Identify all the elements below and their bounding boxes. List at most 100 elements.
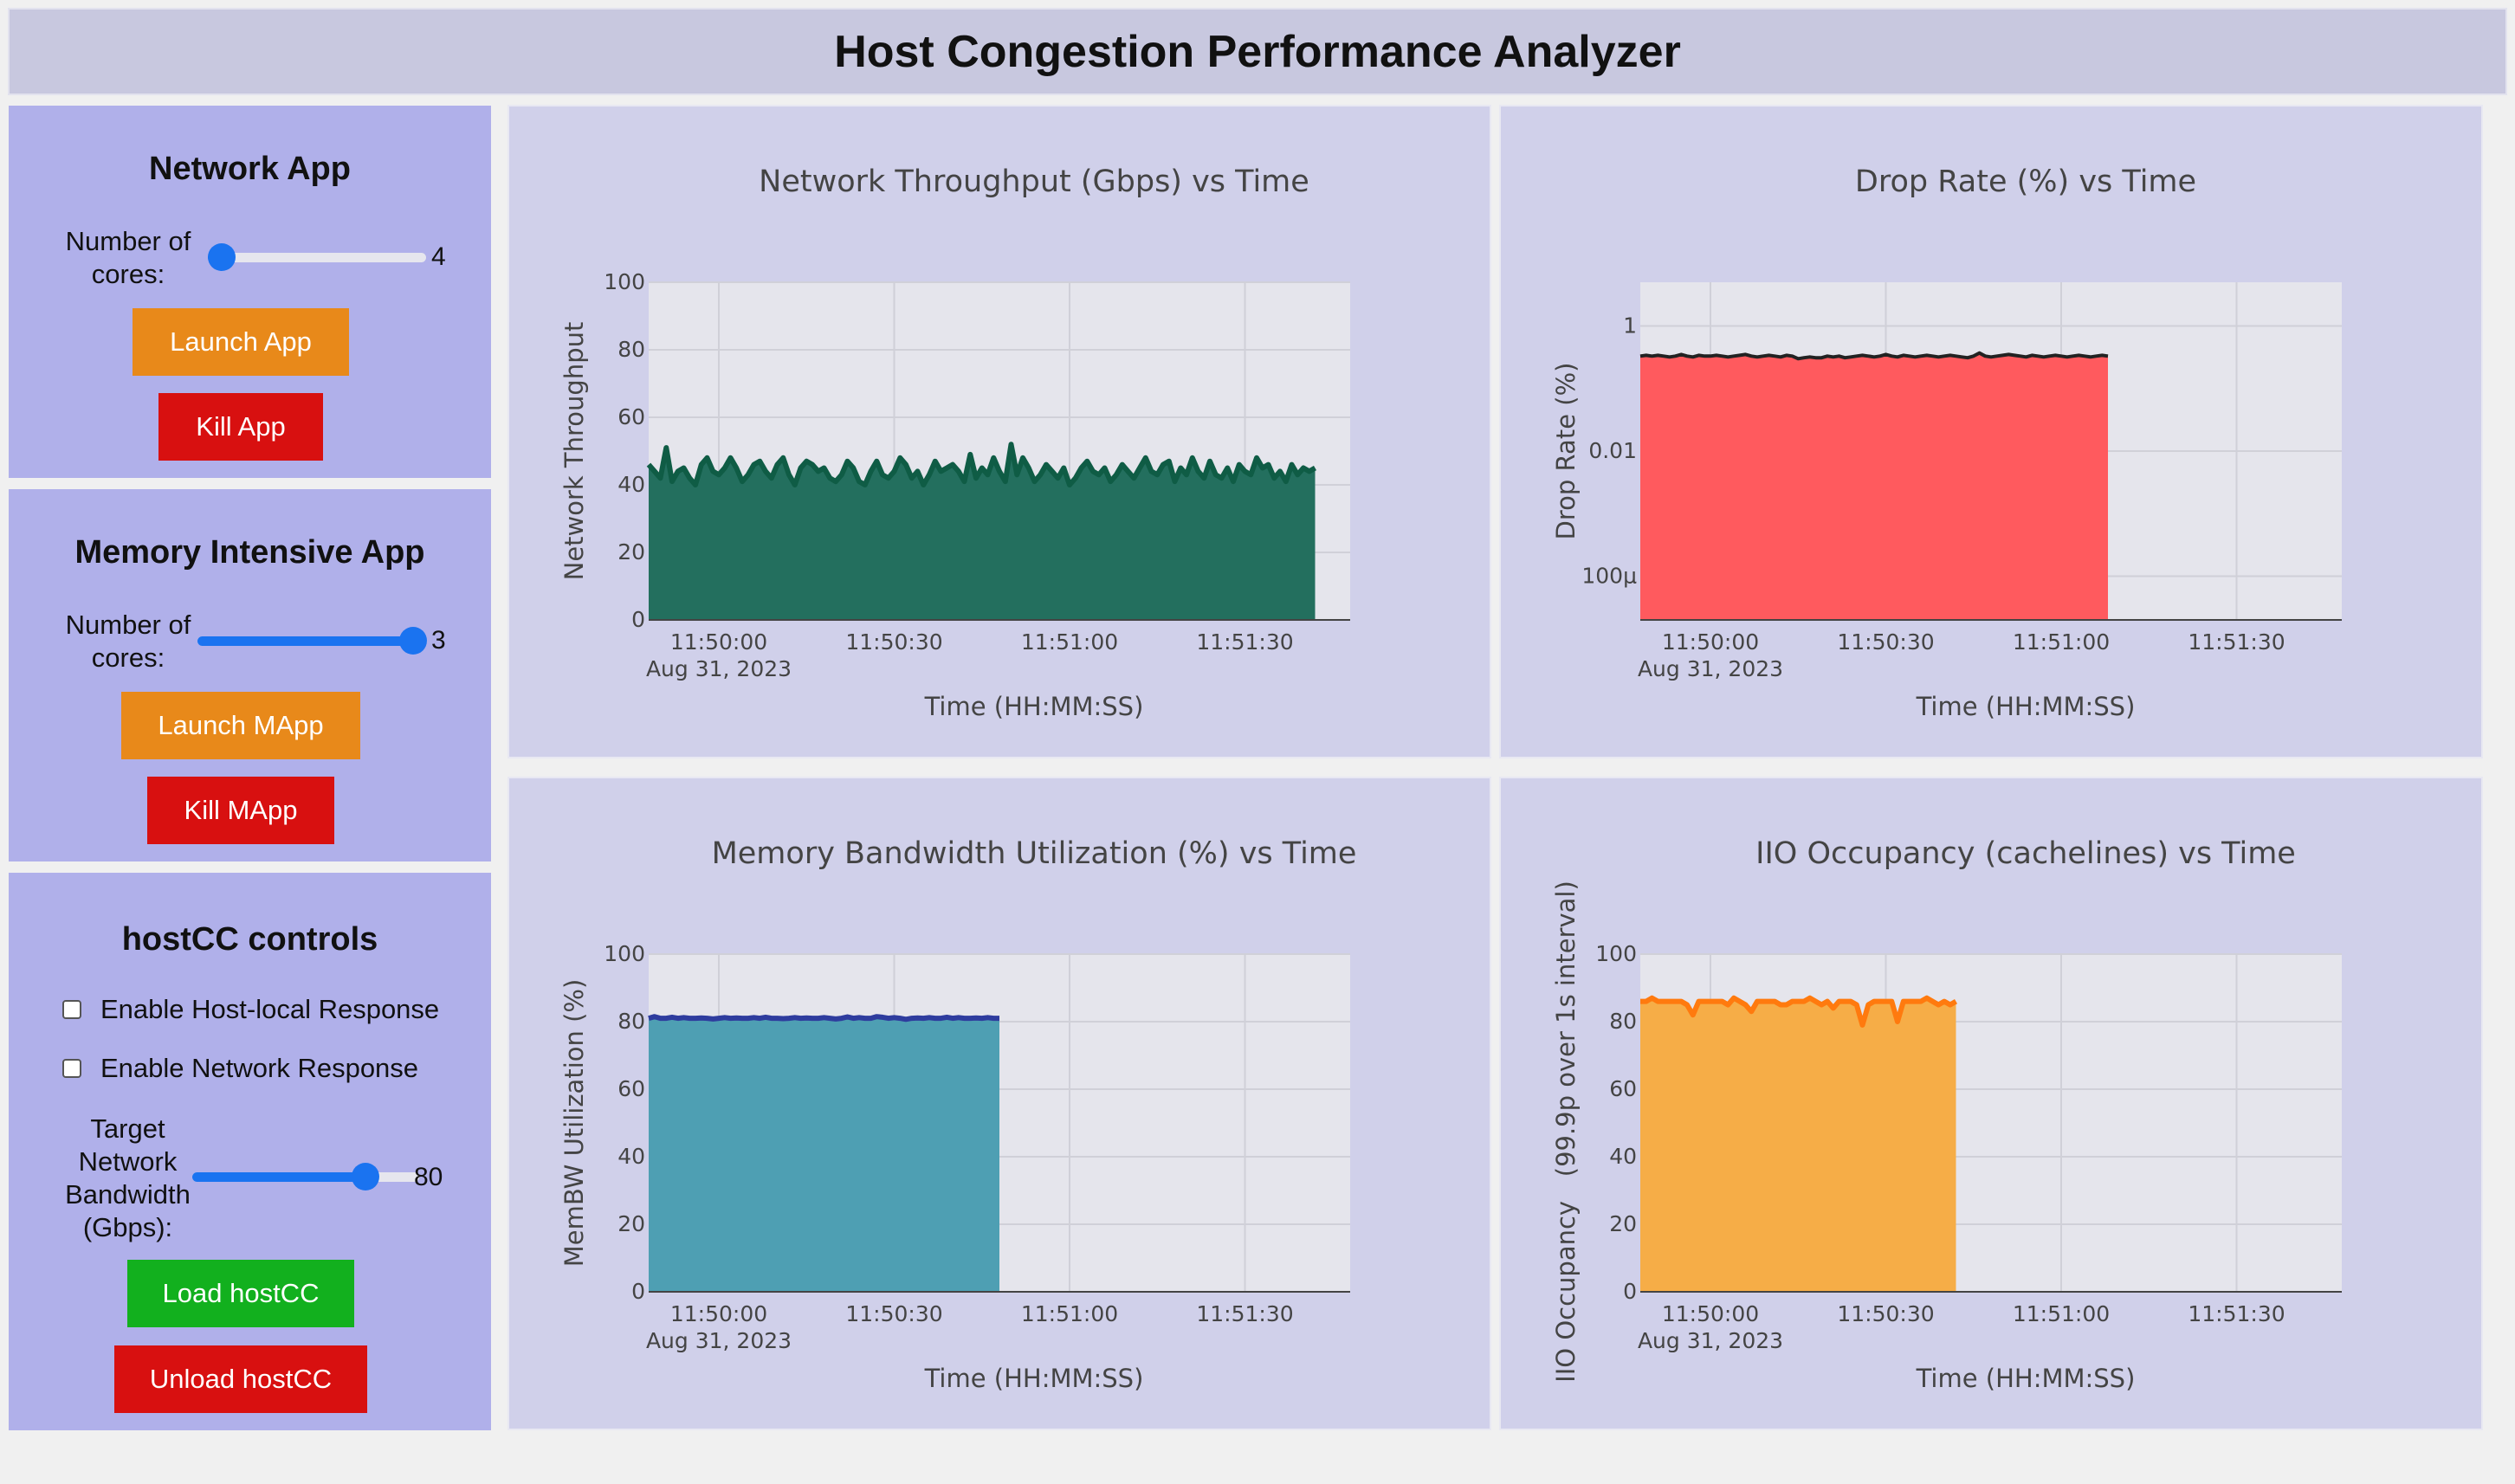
host-local-response-checkbox[interactable] [62,1000,81,1019]
y-tick-label: 0.01 [1588,438,1637,463]
y-tick-label: 1 [1623,313,1637,339]
hostcc-title: hostCC controls [121,921,378,958]
memory-app-panel: Memory Intensive App Number of cores: 3 … [9,489,491,861]
x-tick-label: 11:51:00 [1021,629,1118,655]
x-axis-title: Time (HH:MM:SS) [924,692,1144,721]
page-title: Host Congestion Performance Analyzer [834,26,1681,77]
x-axis-title: Time (HH:MM:SS) [924,1364,1144,1393]
y-tick-label: 80 [617,1009,645,1034]
target-bandwidth-slider[interactable] [192,1163,419,1190]
memory-cores-slider-fill [197,636,413,646]
x-tick-label: 11:51:00 [2013,629,2110,655]
network-cores-label: Number of cores: [65,226,191,289]
target-bandwidth-slider-fill [192,1172,365,1182]
x-tick-label: 11:51:00 [1021,1301,1118,1326]
memory-app-title: Memory Intensive App [74,534,425,571]
y-tick-label: 60 [617,1076,645,1101]
network-app-panel: Network App Number of cores: 4 Launch Ap… [9,106,491,478]
x-tick-label: 11:51:30 [1196,629,1293,655]
y-tick-label: 20 [617,1211,645,1236]
series-line[interactable] [1639,351,2109,361]
y-tick-label: 20 [1609,1211,1637,1236]
y-tick-label: 0 [631,607,645,632]
x-tick-label: 11:50:30 [845,629,942,655]
memory-cores-value: 3 [431,626,446,655]
memory-cores-slider-thumb[interactable] [399,627,427,655]
host-local-response-label: Enable Host-local Response [100,994,440,1024]
network-cores-slider-thumb[interactable] [208,243,236,271]
network-app-title: Network App [149,151,351,187]
target-bandwidth-label: Target Network Bandwidth (Gbps): [65,1113,191,1242]
memory-cores-slider[interactable] [197,627,427,655]
x-axis-title: Time (HH:MM:SS) [1916,692,2136,721]
target-bandwidth-slider-thumb[interactable] [352,1163,379,1190]
launch-mapp-button[interactable]: Launch MApp [121,692,360,759]
y-tick-label: 40 [617,472,645,497]
iio-occupancy-chart: IIO Occupancy (cachelines) vs Time 0 20 40 6… [1499,777,2483,1430]
y-tick-label: 80 [1609,1009,1637,1034]
iio-occupancy-plot[interactable]: IIO Occupancy (cachelines) vs Time 0 20 40 6… [1501,778,2485,1432]
y-tick-label: 80 [617,337,645,362]
target-bandwidth-value: 80 [414,1163,443,1191]
series-area[interactable] [1640,997,1956,1292]
x-tick-label: 11:51:30 [1196,1301,1293,1326]
series-area[interactable] [1640,352,2108,620]
hostcc-panel: hostCC controls Enable Host-local Respon… [9,873,491,1430]
x-tick-label: 11:50:30 [845,1301,942,1326]
drop-rate-plot[interactable]: Drop Rate (%) vs Time 100μ 0.01 1 11:50:00Au… [1501,106,2485,760]
launch-app-button[interactable]: Launch App [133,308,349,376]
x-date-label: Aug 31, 2023 [646,656,792,681]
unload-hostcc-button[interactable]: Unload hostCC [114,1345,367,1413]
y-axis-title: Drop Rate (%) [1551,363,1581,540]
x-tick-label: 11:50:30 [1837,629,1934,655]
chart-title: Memory Bandwidth Utilization (%) vs Time [712,836,1357,871]
network-response-checkbox[interactable] [62,1059,81,1078]
y-tick-label: 40 [617,1144,645,1169]
network-throughput-chart: Network Throughput (Gbps) vs Time 0 20 40 60… [508,105,1491,758]
y-tick-label: 60 [1609,1076,1637,1101]
x-tick-label: 11:51:00 [2013,1301,2110,1326]
network-throughput-plot[interactable]: Network Throughput (Gbps) vs Time 0 20 40 60… [509,106,1493,760]
x-tick-label: 11:50:00 [1662,1301,1759,1326]
host-local-response-option[interactable]: Enable Host-local Response [62,994,439,1025]
series-line[interactable] [1640,995,1958,1028]
y-tick-label: 100μ [1581,563,1637,588]
app-header: Host Congestion Performance Analyzer [8,8,2507,95]
membw-utilization-plot[interactable]: Memory Bandwidth Utilization (%) vs Time… [509,778,1493,1432]
y-axis-title: MemBW Utilization (%) [559,979,589,1268]
x-axis-title: Time (HH:MM:SS) [1916,1364,2136,1393]
y-axis-title: Network Throughput [559,322,589,581]
memory-cores-label: Number of cores: [65,610,191,673]
chart-title: Network Throughput (Gbps) vs Time [759,165,1309,199]
y-axis-title: IIO Occupancy (99.9p over 1s interval) [1551,881,1581,1383]
x-tick-label: 11:51:30 [2188,629,2285,655]
x-tick-label: 11:50:00 [670,1301,767,1326]
x-date-label: Aug 31, 2023 [1638,656,1783,681]
chart-title: IIO Occupancy (cachelines) vs Time [1755,836,2296,871]
x-tick-label: 11:51:30 [2188,1301,2285,1326]
series-line[interactable] [648,1014,999,1023]
membw-utilization-chart: Memory Bandwidth Utilization (%) vs Time… [508,777,1491,1430]
x-tick-label: 11:50:30 [1837,1301,1934,1326]
y-tick-label: 40 [1609,1144,1637,1169]
network-response-label: Enable Network Response [100,1053,419,1083]
network-response-option[interactable]: Enable Network Response [62,1053,418,1084]
series-area[interactable] [649,1016,999,1292]
drop-rate-chart: Drop Rate (%) vs Time 100μ 0.01 1 11:50:00 Au… [1499,105,2483,758]
kill-app-button[interactable]: Kill App [158,393,323,461]
load-hostcc-button[interactable]: Load hostCC [127,1260,354,1327]
x-date-label: Aug 31, 2023 [1638,1328,1783,1353]
chart-title: Drop Rate (%) vs Time [1855,165,2196,199]
y-tick-label: 0 [631,1279,645,1304]
network-cores-slider[interactable] [208,243,426,271]
y-tick-label: 60 [617,404,645,429]
series-line[interactable] [646,442,1317,487]
x-tick-label: 11:50:00 [670,629,767,655]
network-cores-value: 4 [431,242,446,271]
y-tick-label: 100 [604,941,645,966]
y-tick-label: 100 [1595,941,1637,966]
kill-mapp-button[interactable]: Kill MApp [147,777,334,844]
x-date-label: Aug 31, 2023 [646,1328,792,1353]
series-area[interactable] [649,444,1316,620]
y-tick-label: 100 [604,269,645,294]
